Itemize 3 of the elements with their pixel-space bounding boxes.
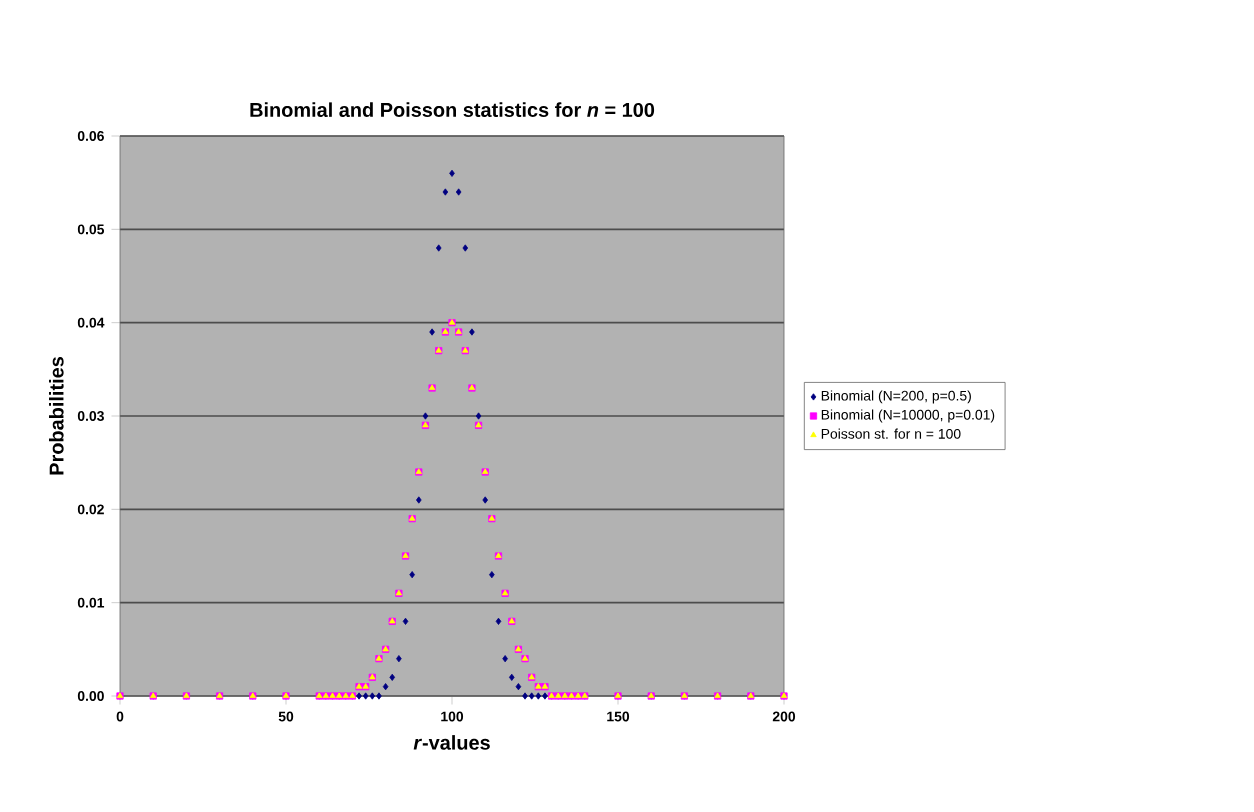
x-axis-title: r-values [413, 735, 490, 750]
y-axis-title: Probabilities [49, 357, 64, 475]
chart-title: Binomial and Poisson statistics for n = 100 [250, 102, 655, 117]
